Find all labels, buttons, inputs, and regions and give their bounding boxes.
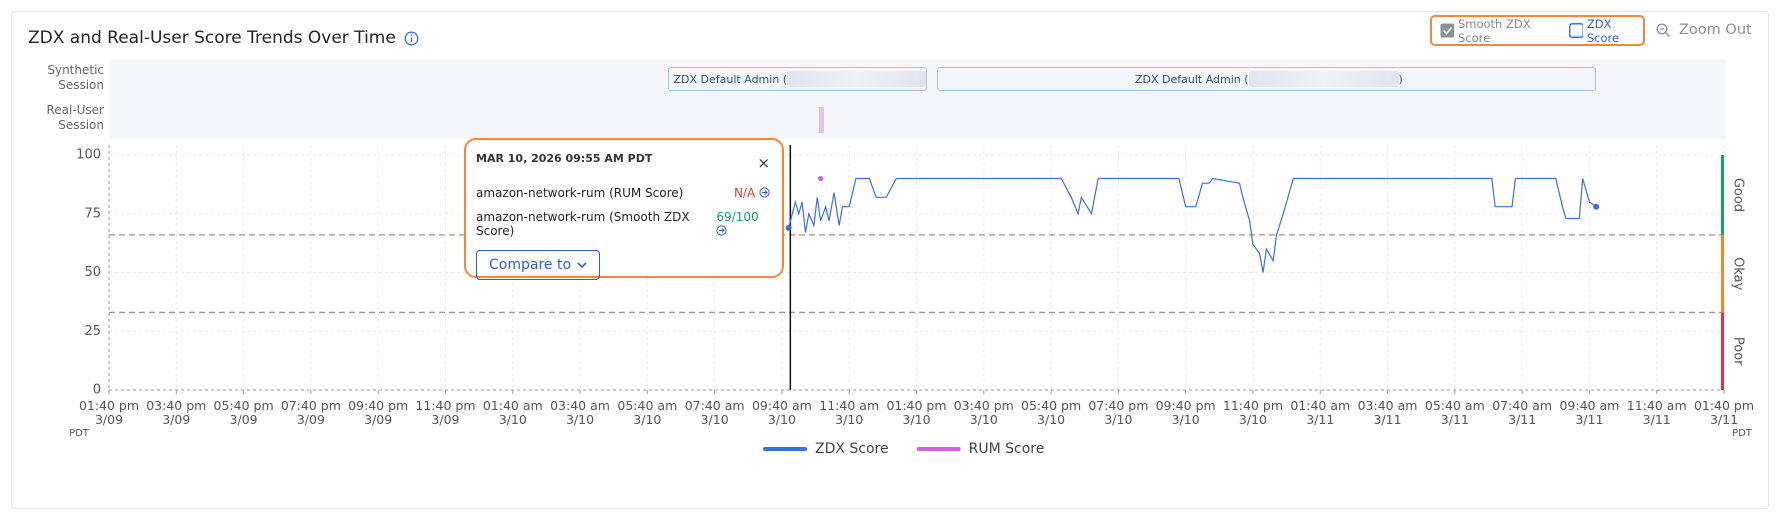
smooth-label: Smooth ZDX Score [1457,16,1531,45]
y-tick-label: 25 [84,324,101,339]
tooltip: MAR 10, 2026 09:55 AM PDT × amazon-networ… [464,138,784,280]
zoom-out[interactable]: Zoom Out [1656,22,1752,38]
row-value: 69/100 [716,210,770,238]
y-tick-label: 100 [76,148,101,163]
real-user-label: Real-User Session [46,103,104,132]
close-button[interactable]: × [757,154,770,172]
y-tick-label: 75 [84,206,101,221]
band-bar [1721,312,1724,390]
compare-button[interactable]: Compare to [476,250,601,280]
real-user-session [818,107,824,133]
band-label: Poor [1731,337,1746,366]
row-label: amazon-network-rum (RUM Score) [476,186,684,200]
zdx-toggle[interactable]: ZDX Score [1569,17,1643,45]
y-tick-label: 50 [84,265,101,280]
band-bar [1721,155,1724,235]
row-value-text: N/A [733,186,756,200]
tooltip-head: MAR 10, 2026 09:55 AM PDT × [476,152,770,172]
synthetic-label: Synthetic Session [47,63,104,92]
row-label: amazon-network-rum (Smooth ZDX Score) [476,210,690,238]
compare-label: Compare to [489,257,572,273]
y-tick-label: 0 [93,383,101,398]
series-line [788,177,1597,273]
legend-label: ZDX Score [815,441,889,457]
band-label: Okay [1731,257,1746,290]
point [1593,203,1600,210]
point [818,175,824,182]
band-bar [1721,234,1724,313]
toggle-group: Smooth ZDX Score ZDX Score [1430,15,1645,46]
row-value-text: 69/100 [716,210,759,224]
title-row: ZDX and Real-User Score Trends Over Time [28,28,419,48]
card [11,11,1769,509]
tooltip-row: amazon-network-rum (RUM Score) N/A [476,186,770,200]
row-value: N/A [734,186,770,200]
smooth-toggle[interactable]: Smooth ZDX Score [1440,17,1559,45]
tooltip-row: amazon-network-rum (Smooth ZDX Score) 69/… [476,210,770,238]
tooltip-title: MAR 10, 2026 09:55 AM PDT [476,152,653,165]
zoom-label: Zoom Out [1679,22,1752,38]
point [785,224,792,231]
info-icon[interactable] [404,31,419,46]
zdx-label: ZDX Score [1586,16,1620,45]
legend-label: RUM Score [969,441,1045,457]
title: ZDX and Real-User Score Trends Over Time [28,28,396,48]
band-label: Good [1731,178,1746,212]
